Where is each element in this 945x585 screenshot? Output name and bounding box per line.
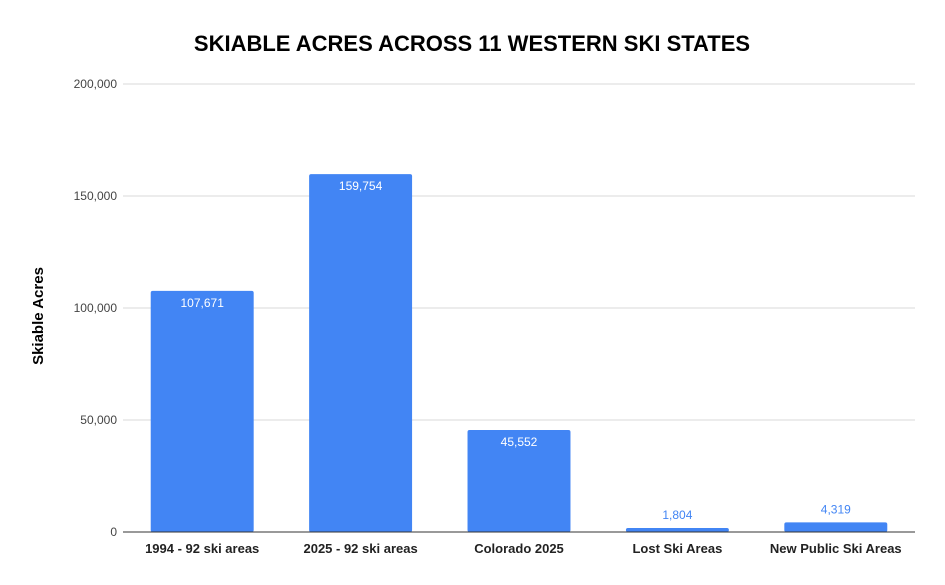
gridlines <box>123 83 915 421</box>
x-tick-label: Colorado 2025 <box>474 541 564 556</box>
y-axis-label: Skiable Acres <box>30 267 47 365</box>
y-tick-label: 0 <box>110 525 117 539</box>
chart-title: SKIABLE ACRES ACROSS 11 WESTERN SKI STAT… <box>194 31 750 56</box>
bar <box>150 290 254 532</box>
bar <box>784 522 888 532</box>
bar <box>467 429 571 532</box>
bars <box>150 174 888 532</box>
data-label: 159,754 <box>339 179 383 193</box>
bar <box>309 174 413 532</box>
x-tick-label: New Public Ski Areas <box>770 541 902 556</box>
y-tick-label: 200,000 <box>74 77 118 91</box>
data-labels: 107,671 159,754 45,552 1,804 4,319 <box>181 179 852 522</box>
x-tick-label: 2025 - 92 ski areas <box>303 541 417 556</box>
x-tick-label: 1994 - 92 ski areas <box>145 541 259 556</box>
x-tick-label: Lost Ski Areas <box>632 541 722 556</box>
y-tick-label: 100,000 <box>74 301 118 315</box>
bar <box>625 527 729 532</box>
y-axis-ticks: 0 50,000 100,000 150,000 200,000 <box>74 77 118 539</box>
y-tick-label: 50,000 <box>80 413 117 427</box>
data-label: 45,552 <box>501 435 538 449</box>
data-label: 107,671 <box>181 296 225 310</box>
data-label: 4,319 <box>821 502 851 516</box>
y-tick-label: 150,000 <box>74 189 118 203</box>
data-label: 1,804 <box>662 508 692 522</box>
x-axis-ticks: 1994 - 92 ski areas 2025 - 92 ski areas Co… <box>145 541 902 556</box>
